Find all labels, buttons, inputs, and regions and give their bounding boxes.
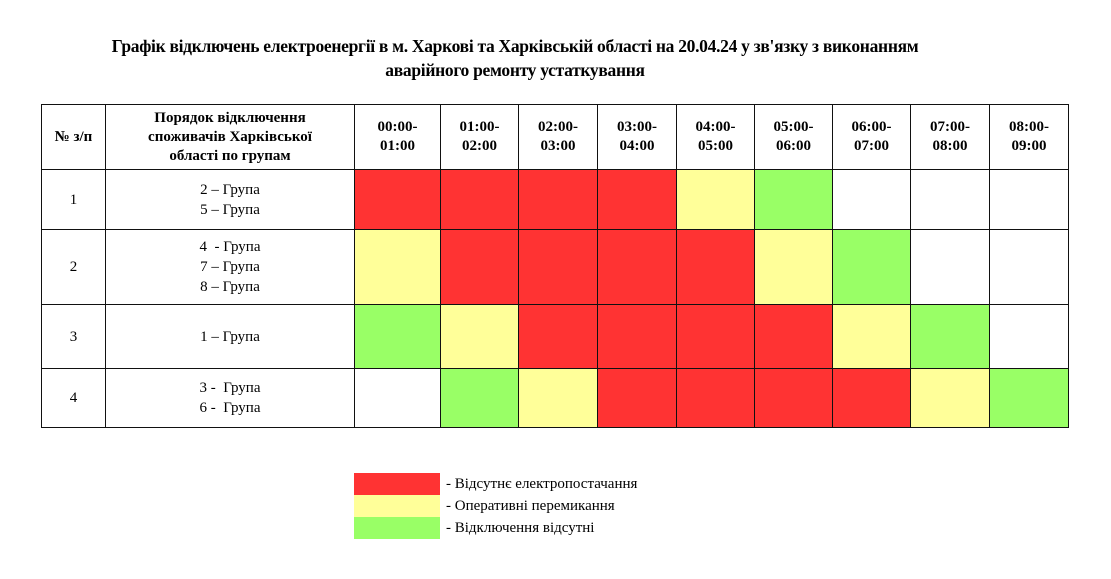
- status-cell-yellow: [910, 368, 990, 428]
- status-cell-red: [518, 304, 598, 369]
- legend: - Відсутнє електропостачання - Оперативні…: [354, 473, 637, 539]
- status-cell-red: [440, 229, 519, 305]
- group-label: 2 – Група: [200, 181, 260, 198]
- status-cell-red: [518, 229, 598, 305]
- status-cell-yellow: [518, 368, 598, 428]
- row-groups: 4 - Група 7 – Група 8 – Група: [105, 229, 355, 305]
- legend-item: - Оперативні перемикання: [354, 495, 637, 517]
- group-label: 8 – Група: [200, 279, 260, 295]
- table-row: 3 1 – Група: [41, 304, 1069, 369]
- legend-item: - Відсутнє електропостачання: [354, 473, 637, 495]
- group-label: 6 - Група: [199, 400, 261, 416]
- row-groups: 3 - Група 6 - Група: [105, 368, 355, 428]
- status-cell-red: [832, 368, 911, 428]
- header-timeslot: 06:00- 07:00: [832, 104, 911, 170]
- status-cell-red: [597, 169, 677, 230]
- status-cell-yellow: [754, 229, 833, 305]
- status-cell-white: [989, 229, 1069, 305]
- status-cell-green: [754, 169, 833, 230]
- table-row: 4 3 - Група 6 - Група: [41, 368, 1069, 428]
- status-cell-yellow: [440, 304, 519, 369]
- status-cell-red: [754, 304, 833, 369]
- legend-label: - Відсутнє електропостачання: [446, 475, 638, 492]
- row-groups: 2 – Група 5 – Група: [105, 169, 355, 230]
- status-cell-red: [676, 229, 755, 305]
- status-cell-red: [440, 169, 519, 230]
- status-cell-red: [518, 169, 598, 230]
- status-cell-red: [354, 169, 441, 230]
- status-cell-white: [354, 368, 441, 428]
- status-cell-green: [989, 368, 1069, 428]
- status-cell-yellow: [832, 304, 911, 369]
- header-timeslot: 03:00- 04:00: [597, 104, 677, 170]
- outage-schedule-table: № з/п Порядок відключення споживачів Хар…: [41, 104, 1069, 428]
- legend-label: - Оперативні перемикання: [446, 497, 615, 514]
- header-timeslot: 08:00- 09:00: [989, 104, 1069, 170]
- group-label: 1 – Група: [200, 328, 260, 345]
- header-groups: Порядок відключення споживачів Харківськ…: [105, 104, 355, 170]
- legend-swatch-yellow: [354, 495, 440, 517]
- header-timeslot: 04:00- 05:00: [676, 104, 755, 170]
- header-timeslot: 00:00- 01:00: [354, 104, 441, 170]
- legend-swatch-green: [354, 517, 440, 539]
- row-groups: 1 – Група: [105, 304, 355, 369]
- status-cell-white: [910, 229, 990, 305]
- status-cell-yellow: [676, 169, 755, 230]
- table-row: 1 2 – Група 5 – Група: [41, 169, 1069, 230]
- header-row: № з/п Порядок відключення споживачів Хар…: [41, 104, 1069, 170]
- status-cell-red: [597, 368, 677, 428]
- row-number: 3: [41, 304, 106, 369]
- status-cell-green: [440, 368, 519, 428]
- header-timeslot: 07:00- 08:00: [910, 104, 990, 170]
- status-cell-white: [832, 169, 911, 230]
- table-row: 2 4 - Група 7 – Група 8 – Група: [41, 229, 1069, 305]
- status-cell-white: [989, 304, 1069, 369]
- legend-swatch-red: [354, 473, 440, 495]
- group-label: 5 – Група: [200, 201, 260, 218]
- status-cell-yellow: [354, 229, 441, 305]
- status-cell-red: [597, 229, 677, 305]
- status-cell-red: [676, 304, 755, 369]
- title-line-1: Графік відключень електроенергії в м. Ха…: [111, 36, 919, 56]
- legend-label: - Відключення відсутні: [446, 519, 595, 536]
- status-cell-green: [910, 304, 990, 369]
- row-number: 2: [41, 229, 106, 305]
- header-number: № з/п: [41, 104, 106, 170]
- status-cell-red: [754, 368, 833, 428]
- header-timeslot: 02:00- 03:00: [518, 104, 598, 170]
- title-line-2: аварійного ремонту устаткування: [385, 60, 645, 80]
- row-number: 1: [41, 169, 106, 230]
- status-cell-red: [676, 368, 755, 428]
- status-cell-red: [597, 304, 677, 369]
- legend-item: - Відключення відсутні: [354, 517, 637, 539]
- status-cell-green: [832, 229, 911, 305]
- status-cell-green: [354, 304, 441, 369]
- status-cell-white: [989, 169, 1069, 230]
- group-label: 3 - Група: [199, 380, 261, 396]
- header-timeslot: 01:00- 02:00: [440, 104, 519, 170]
- row-number: 4: [41, 368, 106, 428]
- header-timeslot: 05:00- 06:00: [754, 104, 833, 170]
- group-label: 4 - Група: [199, 239, 261, 255]
- page-title: Графік відключень електроенергії в м. Ха…: [0, 34, 1030, 82]
- status-cell-white: [910, 169, 990, 230]
- group-label: 7 – Група: [200, 259, 260, 275]
